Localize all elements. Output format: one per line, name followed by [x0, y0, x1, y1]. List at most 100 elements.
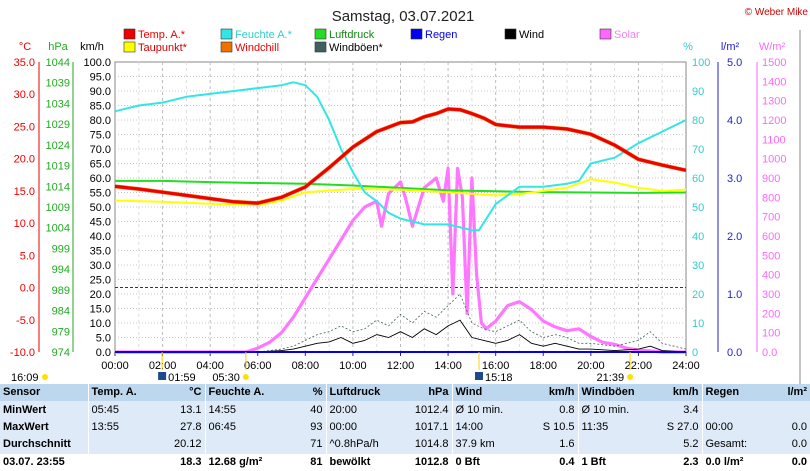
- stats-cell: %: [273, 384, 326, 402]
- moon-icon: [475, 372, 484, 380]
- solar-axis-tick: 1200: [762, 115, 786, 127]
- time-tick-label: 22:00: [625, 360, 653, 372]
- legend-label: Solar: [614, 29, 640, 41]
- legend-swatch: [314, 28, 327, 40]
- time-tick-label: 12:00: [387, 360, 415, 372]
- temp-axis-tick: 15.0: [14, 186, 35, 198]
- solar-axis-tick: 400: [762, 270, 780, 282]
- stats-cell: Ø 10 min.: [451, 401, 518, 419]
- sun-icon: [627, 374, 634, 380]
- wind-axis-tick: 25.0: [90, 275, 111, 287]
- pressure-axis-tick: 999: [52, 243, 70, 255]
- stats-cell: 00:00: [325, 418, 394, 437]
- stats-cell: 00:00: [701, 418, 762, 437]
- legend-swatch: [504, 28, 517, 40]
- wind-axis-tick: 20.0: [90, 289, 111, 301]
- stats-cell: 1 Bft: [577, 453, 644, 471]
- wind-axis-tick: 30.0: [90, 260, 111, 272]
- stats-cell: l/m²: [762, 384, 810, 402]
- plot-area: [114, 81, 687, 354]
- series-taupunkt: [114, 178, 687, 207]
- stats-cell: S 27.0: [644, 418, 702, 437]
- solar-axis-tick: 300: [762, 289, 780, 301]
- stats-cell: km/h: [518, 384, 578, 402]
- stats-cell: 14:00: [451, 418, 518, 437]
- stats-cell: Regen: [701, 384, 762, 402]
- stats-cell: [87, 453, 150, 471]
- legend-label: Wind: [519, 29, 544, 41]
- stats-cell: °C: [150, 384, 205, 402]
- stats-cell: 03.07. 23:55: [0, 453, 88, 471]
- stats-cell: hPa: [394, 384, 452, 402]
- temp-axis-tick: -10.0: [10, 347, 35, 359]
- wind-axis-tick: 60.0: [90, 173, 111, 185]
- solar-unit: W/m²: [759, 41, 786, 53]
- stats-cell: 40: [273, 401, 326, 419]
- wind-axis-tick: 100.0: [83, 57, 111, 69]
- solar-axis-tick: 1300: [762, 96, 786, 108]
- marker-label: 05:30: [212, 372, 240, 384]
- pressure-axis-tick: 1014: [46, 181, 70, 193]
- solar-axis-tick: 500: [762, 250, 780, 262]
- stats-cell: 11:35: [577, 418, 644, 437]
- pressure-axis-tick: 1009: [46, 202, 70, 214]
- humidity-axis-tick: 40: [692, 231, 704, 243]
- legend-label: Windchill: [235, 42, 279, 54]
- rain-axis-tick: 5.0: [727, 57, 742, 69]
- credit-text[interactable]: © Weber Mike: [745, 7, 809, 18]
- stats-cell: [87, 436, 150, 454]
- stats-row: MinWert 05:45 13.1 14:55 40 20:00 1012.4 Ø 10 m…: [0, 401, 810, 419]
- stats-cell: km/h: [644, 384, 702, 402]
- time-tick-label: 04:00: [196, 360, 224, 372]
- legend-label: Windböen*: [329, 42, 384, 54]
- stats-cell: 13.1: [150, 401, 205, 419]
- solar-axis-tick: 1500: [762, 57, 786, 69]
- stats-cell: 71: [273, 436, 326, 454]
- marker-label: 01:59: [168, 372, 196, 384]
- series-wind: [115, 319, 687, 353]
- wind-axis-tick: 70.0: [90, 144, 111, 156]
- stats-cell: 0.4: [518, 453, 578, 471]
- solar-axis-tick: 900: [762, 173, 780, 185]
- temp-axis-tick: 25.0: [14, 121, 35, 133]
- pressure-axis-tick: 1019: [46, 161, 70, 173]
- stats-cell: 27.8: [150, 418, 205, 437]
- humidity-axis-tick: 100: [692, 57, 710, 69]
- wind-axis-tick: 0.0: [96, 347, 111, 359]
- wind-axis-tick: 55.0: [90, 188, 111, 200]
- chart-legend: Temp. A.*Taupunkt* Feuchte A.*Windchill Lu…: [123, 28, 640, 54]
- stats-cell: Sensor: [0, 384, 88, 402]
- stats-cell: Wind: [451, 384, 518, 402]
- humidity-axis-tick: 60: [692, 173, 704, 185]
- stats-cell: 0.0: [762, 436, 810, 454]
- stats-cell: 5.2: [644, 436, 702, 454]
- stats-cell: 3.4: [644, 401, 702, 419]
- legend-swatch: [410, 28, 423, 40]
- rain-axis-tick: 0.0: [727, 347, 742, 359]
- wind-unit: km/h: [80, 41, 104, 53]
- temp-axis-tick: -5.0: [16, 315, 35, 327]
- legend-swatch: [220, 41, 233, 53]
- temp-axis-tick: 5.0: [20, 250, 35, 262]
- legend-swatch: [123, 28, 136, 40]
- stats-cell: 1012.4: [394, 401, 452, 419]
- stats-cell: MaxWert: [0, 418, 88, 437]
- stats-cell: 18.3: [150, 453, 205, 471]
- pressure-axis-tick: 979: [52, 326, 70, 338]
- time-tick-label: 16:00: [482, 360, 510, 372]
- solar-axis-tick: 700: [762, 212, 780, 224]
- stats-cell: Ø 10 min.: [577, 401, 644, 419]
- stats-row: Durchschnitt 20.12 71 ^0.8hPa/h 1014.8 37.9 k…: [0, 436, 810, 454]
- stats-cell: 0.0: [762, 453, 810, 471]
- stats-cell: 1012.8: [394, 453, 452, 471]
- solar-axis-tick: 200: [762, 308, 780, 320]
- time-tick-label: 08:00: [292, 360, 320, 372]
- humidity-axis-tick: 70: [692, 144, 704, 156]
- pressure-axis-tick: 984: [52, 306, 70, 318]
- stats-cell: 0 Bft: [451, 453, 518, 471]
- wind-axis-tick: 90.0: [90, 86, 111, 98]
- rain-axis-tick: 3.0: [727, 173, 742, 185]
- weather-chart: Samstag, 03.07.2021 © Weber Mike Temp. A…: [10, 7, 809, 384]
- stats-cell: 37.9 km: [451, 436, 518, 454]
- stats-cell: MinWert: [0, 401, 88, 419]
